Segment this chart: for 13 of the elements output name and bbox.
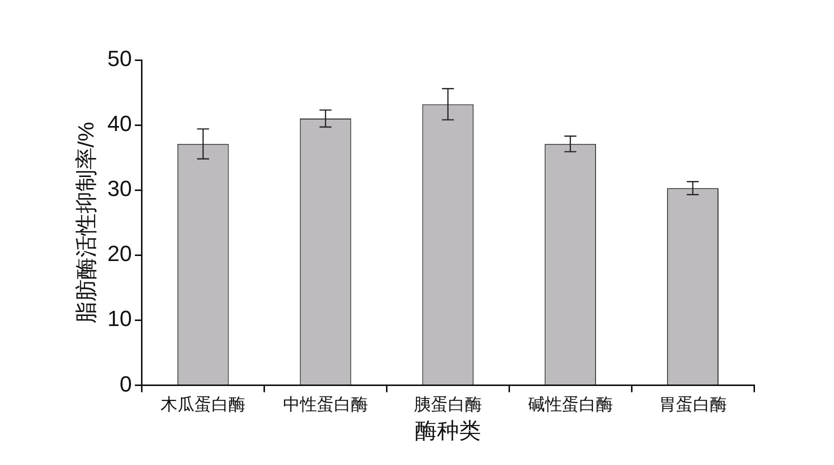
x-tick-label: 中性蛋白酶 [283,395,368,414]
y-axis-title: 脂肪酶活性抑制率/% [73,122,98,324]
y-tick-label: 0 [120,371,132,396]
x-tick-label: 胰蛋白酶 [414,395,482,414]
y-tick-label: 20 [107,241,132,266]
x-tick-label: 碱性蛋白酶 [528,395,613,414]
x-tick-label: 胃蛋白酶 [658,395,727,414]
x-tick-label: 木瓜蛋白酶 [160,395,246,414]
y-tick-label: 10 [107,306,132,332]
y-tick-label: 40 [107,111,132,136]
y-tick-label: 50 [107,46,132,72]
x-axis-title: 酶种类 [414,418,481,443]
y-tick-label: 30 [107,176,132,202]
